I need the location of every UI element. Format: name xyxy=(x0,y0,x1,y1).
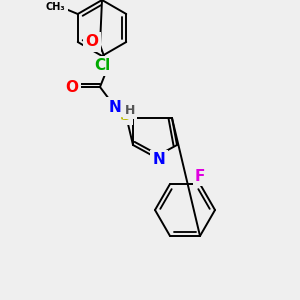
Text: S: S xyxy=(119,107,130,122)
Text: N: N xyxy=(109,100,122,115)
Text: O: O xyxy=(65,80,79,94)
Text: Cl: Cl xyxy=(94,58,110,74)
Text: N: N xyxy=(153,152,165,167)
Text: F: F xyxy=(195,169,205,184)
Text: H: H xyxy=(125,103,135,116)
Text: O: O xyxy=(85,34,98,50)
Text: CH₃: CH₃ xyxy=(46,2,66,12)
